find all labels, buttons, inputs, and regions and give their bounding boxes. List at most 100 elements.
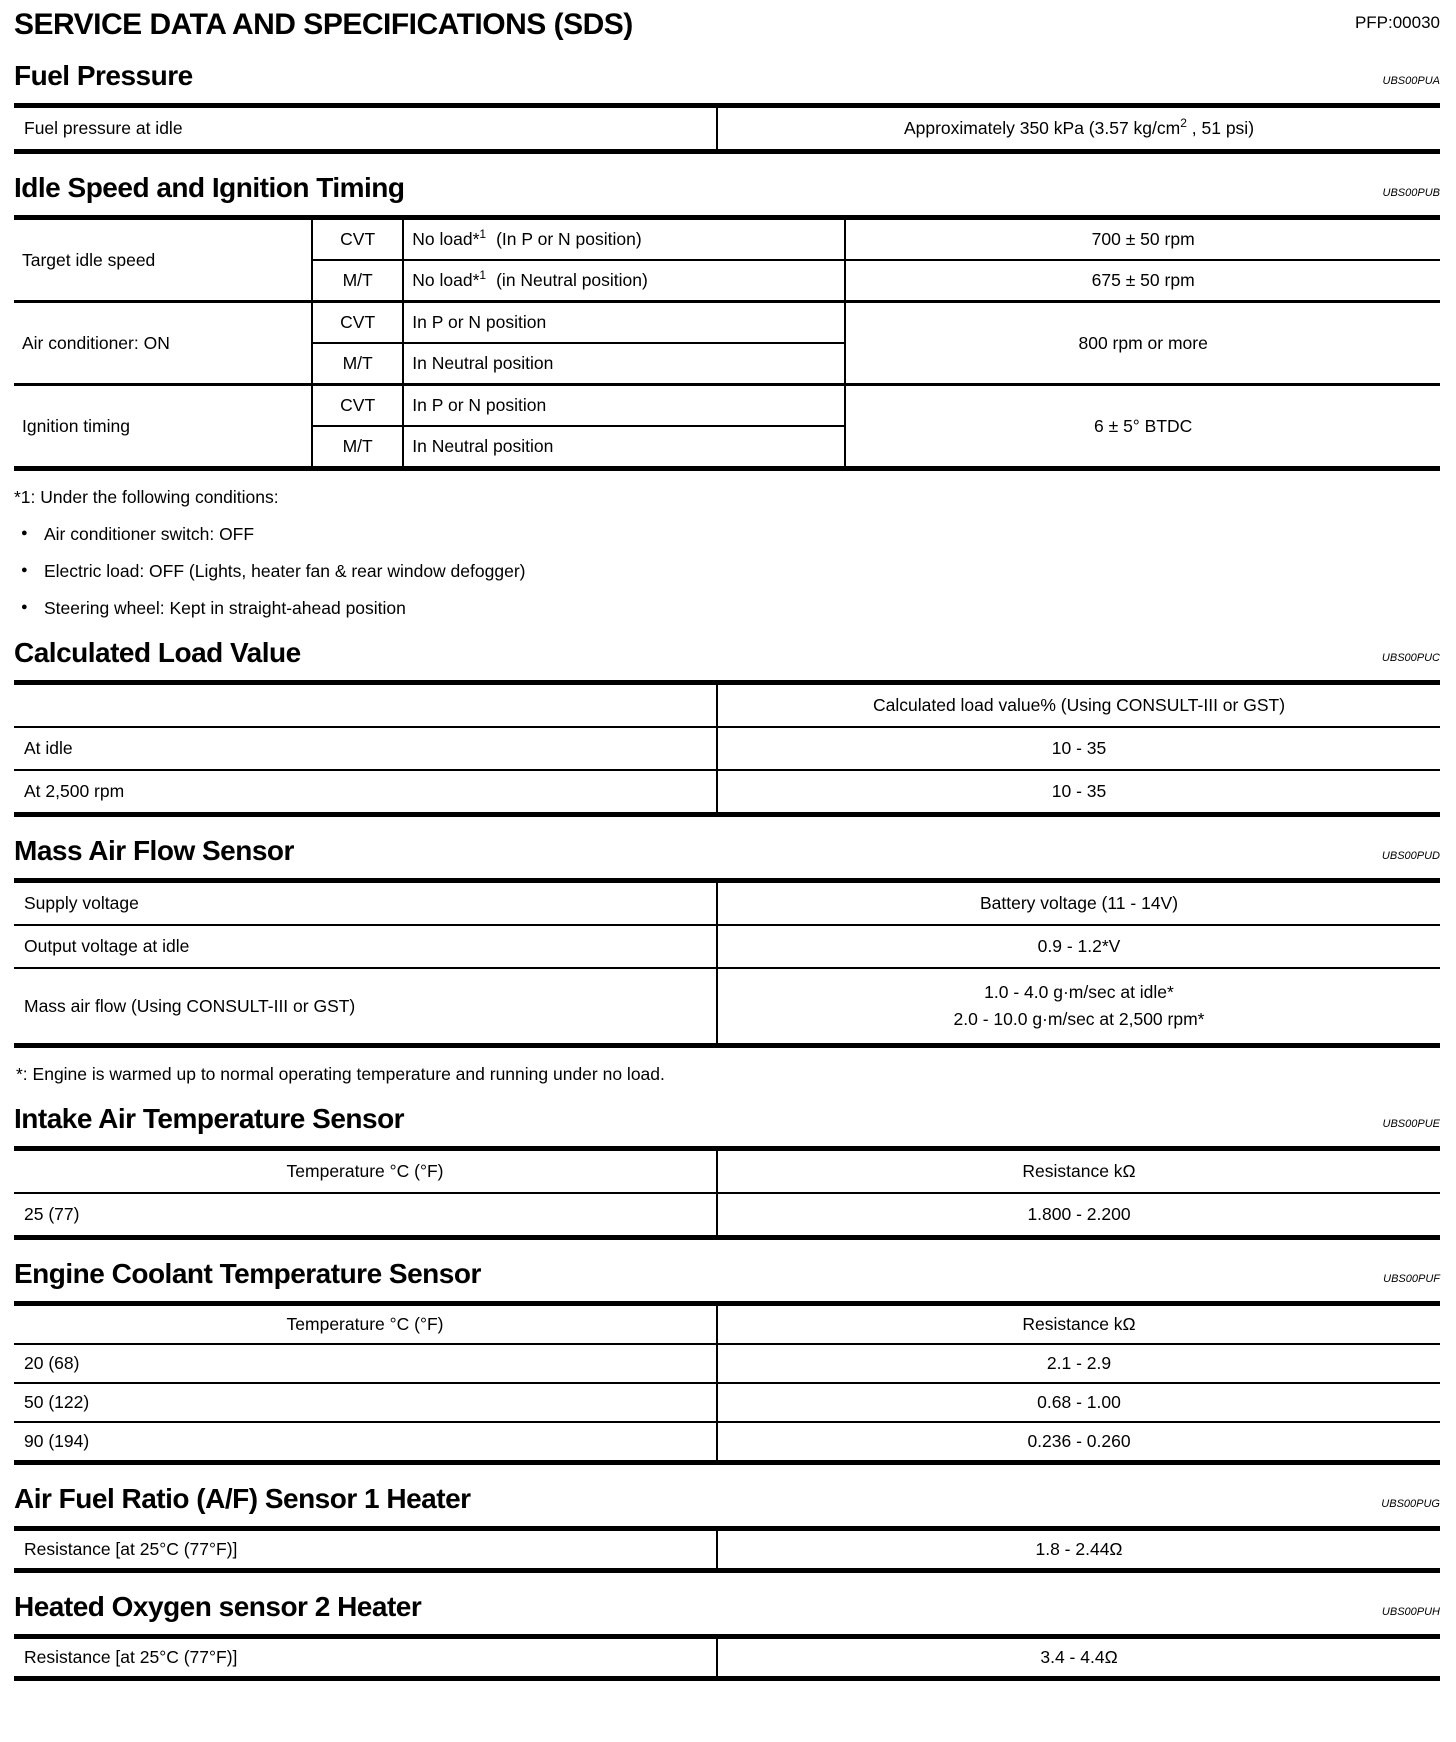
row-label: Air conditioner: ON	[22, 332, 170, 353]
row-label: Resistance [at 25°C (77°F)]	[24, 1539, 238, 1560]
page-title: SERVICE DATA AND SPECIFICATIONS (SDS)	[14, 8, 633, 41]
list-item: ● Electric load: OFF (Lights, heater fan …	[14, 561, 1440, 582]
table-row: Ignition timing CVT In P or N position 6…	[14, 384, 1440, 469]
section-title: Mass Air Flow Sensor	[14, 835, 294, 866]
table-row: M/T In Neutral position	[14, 343, 1440, 385]
list-item: ● Air conditioner switch: OFF	[14, 524, 1440, 545]
row-label: Target idle speed	[22, 249, 156, 270]
condition-text: (In P or N position)	[496, 229, 642, 249]
table-row: At 2,500 rpm 10 - 35	[14, 770, 1440, 815]
intake-air-temp-table: Temperature °C (°F) Resistance kΩ 25 (77…	[14, 1146, 1440, 1241]
value-cell: 700 ± 50 rpm	[844, 217, 1440, 260]
condition-text: (in Neutral position)	[496, 270, 648, 290]
transmission-cell: CVT	[311, 384, 404, 426]
row-value: Approximately 350 kPa (3.57 kg/cm2 , 51 …	[716, 105, 1440, 152]
value-line: 1.0 - 4.0 g·m/sec at idle*	[984, 982, 1174, 1002]
transmission-cell: M/T	[311, 426, 404, 469]
condition-superscript: 1	[479, 268, 487, 283]
footnote-conditions-intro: *1: Under the following conditions:	[14, 487, 279, 507]
bullet-icon: ●	[21, 564, 28, 576]
list-item-text: Steering wheel: Kept in straight-ahead p…	[44, 598, 406, 618]
fuel-pressure-table: Fuel pressure at idle Approximately 350 …	[14, 103, 1440, 154]
row-value: 1.8 - 2.44Ω	[716, 1528, 1440, 1571]
header-label	[14, 683, 717, 728]
condition-cell: In Neutral position	[402, 426, 846, 469]
engine-coolant-temp-table: Temperature °C (°F) Resistance kΩ 20 (68…	[14, 1301, 1440, 1466]
section-heading-mass-air-flow: Mass Air Flow Sensor UBS00PUD	[14, 835, 1440, 867]
bullet-icon: ●	[21, 527, 28, 539]
section-code: UBS00PUB	[1382, 187, 1440, 199]
table-row: Resistance [at 25°C (77°F)] 3.4 - 4.4Ω	[14, 1636, 1440, 1679]
section-heading-fuel-pressure: Fuel Pressure UBS00PUA	[14, 60, 1440, 92]
section-code: UBS00PUH	[1381, 1606, 1440, 1619]
header-label: Temperature °C (°F)	[286, 1161, 444, 1182]
value-superscript: 2	[1180, 116, 1187, 131]
row-value: 0.9 - 1.2*V	[716, 925, 1440, 968]
transmission-cell: M/T	[311, 343, 404, 385]
list-item-text: Air conditioner switch: OFF	[44, 524, 255, 544]
condition-cell: In P or N position	[402, 384, 846, 426]
table-row: Fuel pressure at idle Approximately 350 …	[14, 105, 1440, 152]
section-heading-calculated-load: Calculated Load Value UBS00PUC	[14, 637, 1440, 669]
section-code: UBS00PUD	[1381, 850, 1440, 862]
section-heading-ho2s-heater: Heated Oxygen sensor 2 Heater UBS00PUH	[14, 1591, 1440, 1623]
section-title: Calculated Load Value	[14, 637, 301, 668]
section-title: Fuel Pressure	[14, 60, 193, 91]
section-title: Air Fuel Ratio (A/F) Sensor 1 Heater	[14, 1483, 471, 1515]
section-heading-idle-speed: Idle Speed and Ignition Timing UBS00PUB	[14, 172, 1440, 204]
section-heading-af-ratio-heater: Air Fuel Ratio (A/F) Sensor 1 Heater UBS…	[14, 1483, 1440, 1515]
table-row: 25 (77) 1.800 - 2.200	[14, 1193, 1440, 1238]
condition-superscript: 1	[479, 227, 487, 242]
row-value: 1.0 - 4.0 g·m/sec at idle* 2.0 - 10.0 g·…	[716, 968, 1440, 1046]
table-row: Resistance [at 25°C (77°F)] 1.8 - 2.44Ω	[14, 1528, 1440, 1571]
condition-text: No load*	[412, 229, 480, 249]
table-header-row: Temperature °C (°F) Resistance kΩ	[14, 1303, 1440, 1345]
table-row: M/T No load*1 (in Neutral position) 675 ±…	[14, 260, 1440, 302]
row-value: 0.236 - 0.260	[716, 1422, 1440, 1463]
doc-header: SERVICE DATA AND SPECIFICATIONS (SDS) PF…	[14, 8, 1440, 42]
row-label: At 2,500 rpm	[24, 781, 125, 801]
table-row: M/T In Neutral position	[14, 426, 1440, 469]
value-cell: 6 ± 5° BTDC	[844, 384, 1440, 469]
value-line: 2.0 - 10.0 g·m/sec at 2,500 rpm*	[953, 1009, 1205, 1030]
row-label: 90 (194)	[24, 1431, 90, 1452]
transmission-cell: M/T	[311, 260, 404, 302]
row-label: Resistance [at 25°C (77°F)]	[24, 1647, 238, 1668]
table-row: Target idle speed CVT No load*1 (In P or …	[14, 217, 1440, 270]
table-row: 20 (68) 2.1 - 2.9	[14, 1344, 1440, 1384]
header-value: Resistance kΩ	[716, 1148, 1440, 1194]
list-item-text: Electric load: OFF (Lights, heater fan &…	[44, 561, 526, 581]
table-row: Supply voltage Battery voltage (11 - 14V…	[14, 880, 1440, 925]
table-row: Mass air flow (Using CONSULT-III or GST)…	[14, 968, 1440, 1046]
value-cell: 800 rpm or more	[844, 301, 1440, 385]
section-code: UBS00PUF	[1383, 1273, 1440, 1286]
row-value: 0.68 - 1.00	[716, 1383, 1440, 1423]
section-title: Engine Coolant Temperature Sensor	[14, 1258, 481, 1290]
af-ratio-heater-table: Resistance [at 25°C (77°F)] 1.8 - 2.44Ω	[14, 1526, 1440, 1574]
table-header-row: Temperature °C (°F) Resistance kΩ	[14, 1148, 1440, 1194]
row-label: Mass air flow (Using CONSULT-III or GST)	[24, 995, 356, 1016]
table-row: Output voltage at idle 0.9 - 1.2*V	[14, 925, 1440, 968]
row-label: Output voltage at idle	[24, 936, 190, 956]
table-row: Air conditioner: ON CVT In P or N positi…	[14, 301, 1440, 385]
condition-cell: In P or N position	[402, 301, 846, 343]
bullet-icon: ●	[21, 601, 28, 613]
row-label: Supply voltage	[24, 893, 139, 913]
section-code: UBS00PUC	[1381, 652, 1440, 664]
section-heading-intake-air-temp: Intake Air Temperature Sensor UBS00PUE	[14, 1103, 1440, 1135]
row-label: At idle	[24, 738, 73, 758]
condition-cell: No load*1 (in Neutral position)	[402, 260, 846, 302]
condition-cell: No load*1 (In P or N position)	[402, 217, 846, 260]
transmission-cell: CVT	[311, 301, 404, 343]
row-value: 1.800 - 2.200	[716, 1193, 1440, 1238]
section-code: UBS00PUA	[1382, 75, 1440, 87]
list-item: ● Steering wheel: Kept in straight-ahead …	[14, 598, 1440, 619]
section-code: UBS00PUE	[1382, 1118, 1440, 1131]
condition-cell: In Neutral position	[402, 343, 846, 385]
table-row: At idle 10 - 35	[14, 727, 1440, 770]
row-value: Battery voltage (11 - 14V)	[716, 880, 1440, 925]
row-value: 10 - 35	[716, 727, 1440, 770]
pfp-code: PFP:00030	[1354, 13, 1440, 32]
footnote-engine-warm: *: Engine is warmed up to normal operati…	[16, 1064, 665, 1085]
